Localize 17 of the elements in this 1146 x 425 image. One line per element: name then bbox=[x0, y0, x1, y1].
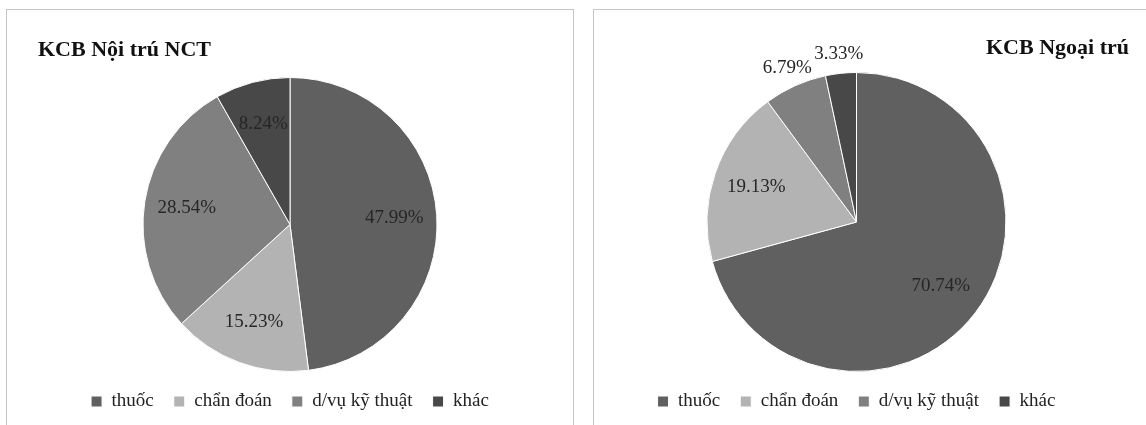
chart-title: KCB Ngoại trú bbox=[986, 34, 1129, 60]
data-label: 3.33% bbox=[814, 41, 864, 63]
legend-label: d/vụ kỹ thuật bbox=[312, 389, 414, 411]
data-label: 19.13% bbox=[726, 175, 786, 197]
chart-title: KCB Nội trú NCT bbox=[38, 36, 211, 62]
legend-label: khác bbox=[453, 389, 489, 411]
legend-label: d/vụ kỹ thuật bbox=[878, 389, 980, 411]
legend-label: chẩn đoán bbox=[194, 389, 273, 411]
legend-label: khác bbox=[1019, 389, 1056, 411]
data-label: 47.99% bbox=[364, 205, 424, 227]
data-label: 28.54% bbox=[157, 196, 217, 218]
data-label: 6.79% bbox=[762, 55, 812, 77]
legend-label: thuốc bbox=[111, 389, 154, 411]
legend-label: thuốc bbox=[678, 389, 721, 411]
data-label: 70.74% bbox=[911, 274, 971, 296]
legend-label: chẩn đoán bbox=[760, 389, 839, 411]
data-label: 15.23% bbox=[224, 310, 284, 332]
